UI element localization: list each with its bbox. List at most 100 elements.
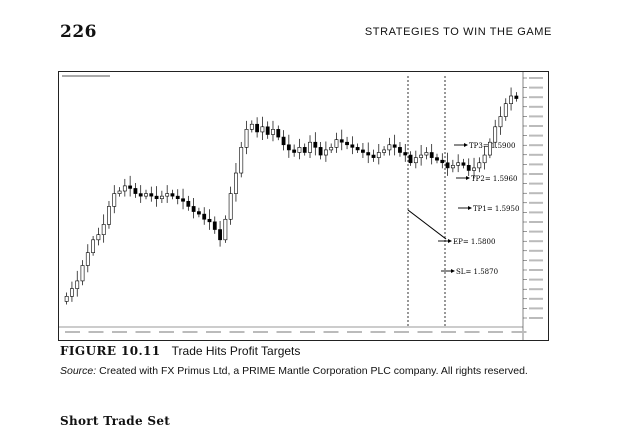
price-tick-label bbox=[529, 297, 543, 300]
time-tick-label bbox=[347, 331, 362, 333]
price-tick-label bbox=[529, 211, 543, 214]
candle-body bbox=[297, 147, 302, 153]
price-tick-label bbox=[529, 269, 543, 271]
price-tick-label bbox=[529, 259, 543, 262]
candle-body bbox=[112, 193, 117, 207]
candle-body bbox=[138, 193, 143, 197]
candle-body bbox=[482, 154, 487, 164]
price-tick-label bbox=[529, 278, 543, 281]
time-tick-label bbox=[370, 331, 386, 333]
annotation-label-tp3: TP3= 1.5900 bbox=[469, 142, 515, 150]
candle-body bbox=[466, 165, 471, 171]
price-tick-label bbox=[529, 201, 543, 204]
candle-body bbox=[159, 195, 164, 200]
candle-body bbox=[329, 147, 334, 151]
price-tick-label bbox=[529, 240, 543, 243]
candle-body bbox=[202, 213, 207, 220]
price-tick-label bbox=[529, 134, 543, 137]
page-number: 226 bbox=[60, 22, 97, 42]
candle-body bbox=[429, 152, 434, 158]
candle-body bbox=[435, 157, 439, 161]
annotation-arrowhead bbox=[451, 269, 455, 273]
source-text: Created with FX Primus Ltd, a PRIME Mant… bbox=[99, 365, 528, 377]
price-tick-label bbox=[529, 115, 543, 118]
candle-body bbox=[80, 265, 85, 282]
price-tick-label bbox=[529, 153, 543, 156]
candle-body bbox=[334, 139, 339, 148]
figure-caption: FIGURE 10.11 Trade Hits Profit Targets bbox=[60, 344, 300, 358]
candle-body bbox=[498, 116, 503, 128]
candle-body bbox=[493, 126, 498, 143]
candle-body bbox=[392, 144, 397, 148]
candle-body bbox=[181, 198, 185, 202]
candle-body bbox=[286, 144, 291, 151]
trend-line bbox=[407, 209, 447, 240]
candle-body bbox=[514, 95, 519, 99]
candle-body bbox=[313, 141, 318, 148]
time-tick-label bbox=[300, 331, 315, 333]
candle-body bbox=[413, 157, 418, 164]
time-tick-label bbox=[65, 331, 80, 333]
candle-body bbox=[323, 149, 328, 156]
price-tick-label bbox=[529, 317, 543, 319]
candle-body bbox=[170, 193, 175, 197]
time-tick-label bbox=[511, 331, 527, 333]
candle-body bbox=[488, 141, 492, 156]
price-tick-label bbox=[529, 125, 543, 127]
price-tick-label bbox=[529, 288, 543, 291]
price-tick-label bbox=[529, 163, 543, 166]
candle-body bbox=[472, 167, 476, 171]
candle-body bbox=[107, 206, 111, 225]
candle-body bbox=[445, 162, 450, 169]
candle-body bbox=[345, 141, 349, 146]
candle-body bbox=[361, 149, 365, 153]
annotation-arrowhead bbox=[448, 239, 452, 243]
candle-body bbox=[218, 229, 222, 241]
time-tick-label bbox=[112, 331, 127, 333]
candle-body bbox=[271, 129, 275, 135]
candle-body bbox=[101, 224, 106, 235]
candle-body bbox=[244, 129, 249, 148]
next-section-heading: Short Trade Set bbox=[60, 414, 171, 428]
candle-body bbox=[292, 149, 297, 153]
candle-body bbox=[382, 149, 386, 153]
candle-body bbox=[456, 162, 461, 166]
time-tick-label bbox=[88, 331, 104, 333]
time-tick-label bbox=[159, 331, 174, 333]
time-tick-label bbox=[394, 331, 409, 333]
time-tick-label bbox=[276, 331, 292, 333]
candle-body bbox=[355, 147, 360, 151]
time-tick-label bbox=[253, 331, 268, 333]
candle-body bbox=[371, 154, 376, 158]
candle-body bbox=[308, 141, 312, 153]
candle-body bbox=[75, 280, 80, 289]
candle-body bbox=[234, 172, 238, 194]
candle-body bbox=[387, 144, 392, 151]
candle-body bbox=[276, 129, 281, 138]
time-tick-label bbox=[323, 331, 339, 333]
candle-body bbox=[96, 234, 101, 241]
candle-body bbox=[133, 188, 138, 194]
annotation-label-tp2: TP2= 1.5960 bbox=[471, 175, 517, 183]
candle-body bbox=[223, 218, 228, 241]
candle-body bbox=[249, 123, 254, 130]
candle-body bbox=[154, 195, 159, 200]
time-tick-label bbox=[488, 331, 503, 333]
time-tick-label bbox=[206, 331, 221, 333]
price-tick-label bbox=[529, 144, 543, 147]
candle-body bbox=[85, 252, 90, 266]
time-tick-label bbox=[229, 331, 245, 333]
candle-body bbox=[128, 185, 133, 189]
candle-body bbox=[228, 193, 233, 220]
candle-body bbox=[91, 239, 95, 253]
candle-body bbox=[440, 159, 445, 164]
candle-body bbox=[450, 165, 455, 169]
time-tick-label bbox=[182, 331, 198, 333]
candle-body bbox=[281, 136, 286, 146]
candle-body bbox=[265, 126, 270, 135]
candle-body bbox=[461, 162, 466, 166]
candle-body bbox=[302, 147, 307, 153]
annotation-arrowhead bbox=[466, 176, 470, 180]
figure-title: Trade Hits Profit Targets bbox=[171, 344, 301, 358]
candle-body bbox=[186, 200, 191, 207]
